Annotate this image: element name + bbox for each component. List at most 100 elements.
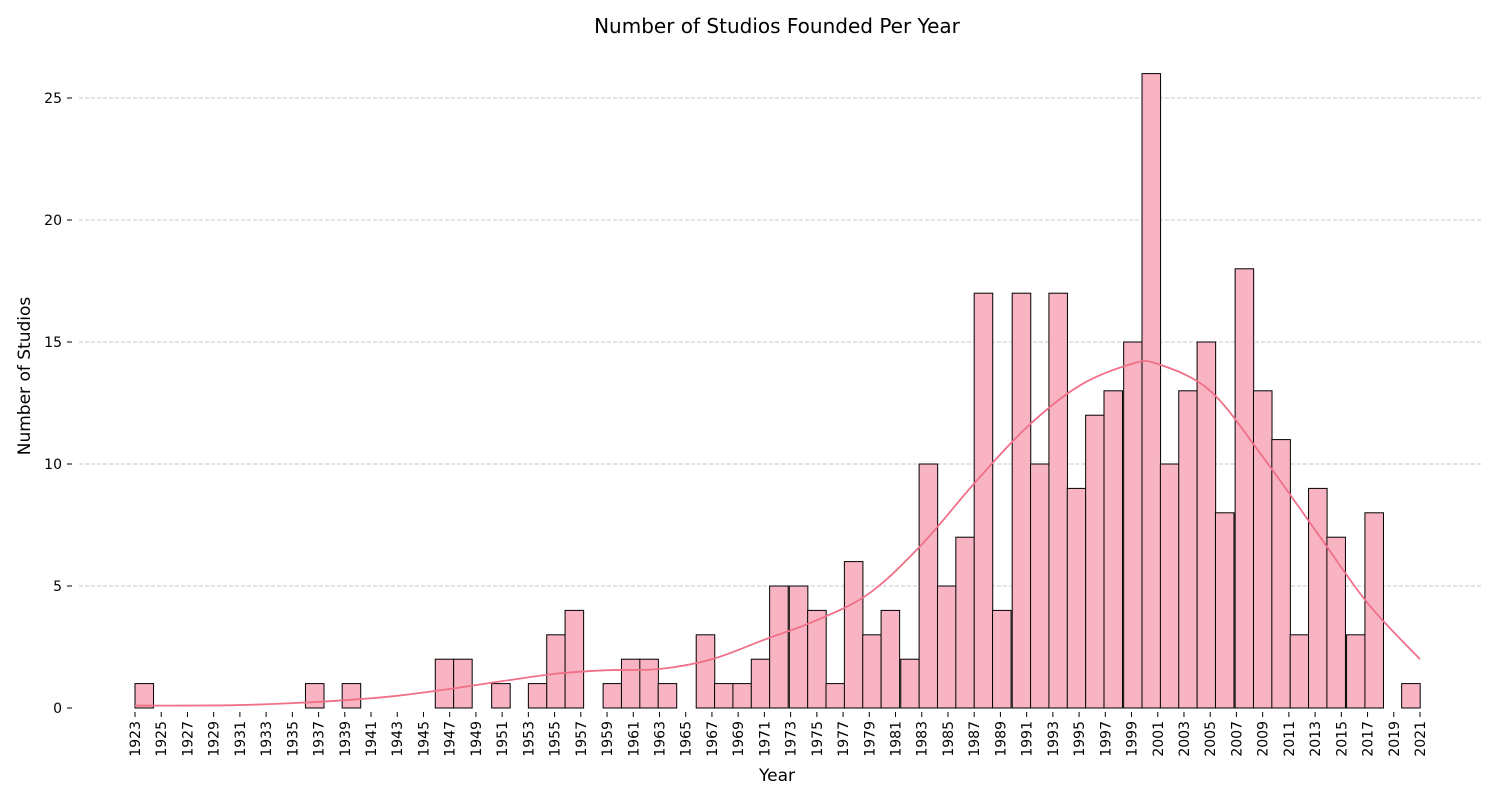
x-tick-label: 1973 — [784, 721, 800, 757]
x-tick-label: 1999 — [1125, 721, 1141, 757]
bar — [341, 683, 362, 709]
bar — [1196, 341, 1217, 709]
bar — [862, 634, 882, 709]
x-tick-label: 2007 — [1229, 721, 1245, 757]
x-tick-label: 1927 — [180, 721, 196, 757]
bar — [973, 292, 994, 709]
y-axis-label: Number of Studios — [15, 297, 35, 456]
y-tick-label: 20 — [44, 213, 62, 229]
bar — [1048, 292, 1068, 709]
y-tick-label: 25 — [44, 91, 62, 107]
x-tick-label: 1925 — [154, 721, 170, 757]
bars — [134, 73, 1421, 709]
bar — [880, 609, 901, 709]
x-tick-label: 1977 — [836, 721, 852, 757]
x-tick-label: 1997 — [1098, 721, 1114, 757]
x-tick-label: 1983 — [915, 721, 931, 757]
x-tick-label: 2011 — [1282, 721, 1298, 757]
bar — [546, 634, 566, 709]
x-tick-label: 2009 — [1256, 721, 1272, 757]
x-tick-label: 1955 — [548, 721, 564, 757]
x-tick-label: 1979 — [862, 721, 878, 757]
bar — [564, 609, 585, 709]
bar — [1271, 439, 1291, 709]
x-tick-label: 2003 — [1177, 721, 1193, 757]
bar — [1252, 390, 1273, 709]
x-tick-label: 1985 — [941, 721, 957, 757]
bar — [1159, 463, 1180, 709]
bar — [657, 683, 678, 709]
x-tick-label: 1959 — [600, 721, 616, 757]
bar — [1141, 73, 1162, 709]
x-tick-label: 1993 — [1046, 721, 1062, 757]
x-tick-label: 1991 — [1020, 721, 1036, 757]
bar — [1346, 634, 1366, 709]
bar — [843, 561, 864, 709]
x-tick-label: 1975 — [810, 721, 826, 757]
bar — [1401, 683, 1421, 709]
bar — [825, 683, 846, 709]
x-tick-label: 1947 — [443, 721, 459, 757]
x-tick-label: 1929 — [207, 721, 223, 757]
kde-curve — [134, 360, 1421, 707]
bar — [1326, 536, 1346, 709]
kde-line — [134, 360, 1421, 707]
bar — [1066, 487, 1087, 709]
x-tick-label: 2017 — [1361, 721, 1377, 757]
x-axis-ticks: 1923 1925 1927 1929 1931 1933 1935 1937 1939 1941… — [128, 712, 1429, 757]
x-tick-label: 1957 — [574, 721, 590, 757]
x-tick-label: 1987 — [967, 721, 983, 757]
x-tick-label: 1969 — [731, 721, 747, 757]
bar — [134, 683, 155, 709]
bar — [714, 683, 734, 709]
bar — [1085, 414, 1105, 709]
bar — [1214, 512, 1235, 709]
x-tick-label: 1967 — [705, 721, 721, 757]
x-tick-label: 1945 — [416, 721, 432, 757]
y-axis-ticks: 0 5 10 15 20 25 — [44, 91, 72, 717]
bar — [769, 585, 789, 709]
x-tick-label: 1931 — [233, 721, 249, 757]
bar — [1178, 390, 1198, 709]
y-tick-label: 10 — [44, 457, 62, 473]
bar — [639, 658, 659, 709]
bar — [1103, 390, 1124, 709]
x-tick-label: 1995 — [1072, 721, 1088, 757]
x-tick-label: 1951 — [495, 721, 511, 757]
x-tick-label: 2005 — [1203, 721, 1219, 757]
bar — [695, 634, 716, 709]
x-tick-label: 1989 — [993, 721, 1009, 757]
bar — [491, 683, 511, 709]
bar — [602, 683, 623, 709]
chart-title: Number of Studios Founded Per Year — [594, 14, 961, 38]
x-tick-label: 1939 — [338, 721, 354, 757]
bar — [1011, 292, 1032, 709]
y-tick-label: 15 — [44, 335, 62, 351]
x-axis-label: Year — [758, 766, 795, 786]
bar — [527, 683, 548, 709]
bar — [732, 683, 752, 709]
x-tick-label: 2013 — [1308, 721, 1324, 757]
bar — [1030, 463, 1050, 709]
x-tick-label: 1949 — [469, 721, 485, 757]
x-tick-label: 2021 — [1413, 721, 1429, 757]
bar — [1308, 487, 1328, 709]
x-tick-label: 2001 — [1151, 721, 1167, 757]
bar — [992, 609, 1012, 709]
x-tick-label: 1963 — [652, 721, 668, 757]
x-tick-label: 1965 — [679, 721, 695, 757]
x-tick-label: 1971 — [757, 721, 773, 757]
x-tick-label: 1923 — [128, 721, 144, 757]
bar — [434, 658, 455, 709]
bar — [1289, 634, 1310, 709]
bar — [304, 683, 325, 709]
x-tick-label: 1981 — [889, 721, 905, 757]
x-tick-label: 2015 — [1334, 721, 1350, 757]
x-tick-label: 1961 — [626, 721, 642, 757]
bar — [900, 658, 920, 709]
bar — [788, 585, 809, 709]
bar — [1234, 268, 1255, 709]
x-tick-label: 1941 — [364, 721, 380, 757]
bar — [936, 585, 957, 709]
